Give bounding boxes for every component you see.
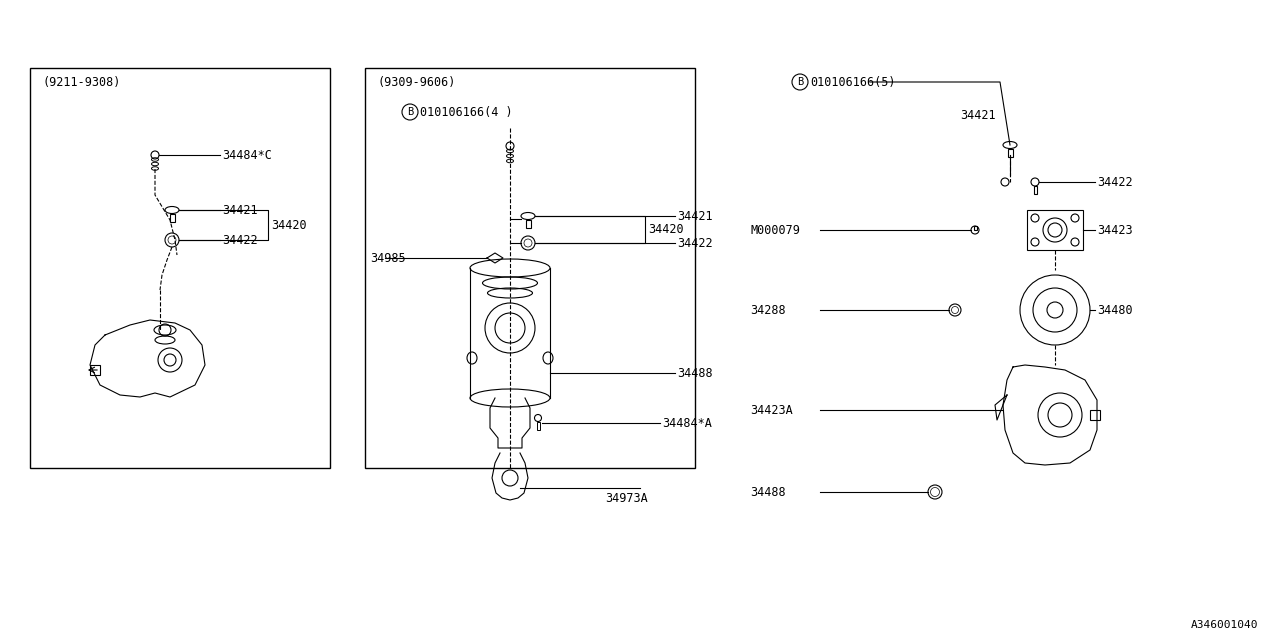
Text: 34421: 34421 bbox=[677, 209, 713, 223]
Text: A346001040: A346001040 bbox=[1190, 620, 1258, 630]
Bar bbox=[526, 220, 530, 227]
Bar bbox=[169, 214, 174, 221]
Text: 34288: 34288 bbox=[750, 303, 786, 317]
Text: 34423: 34423 bbox=[1097, 223, 1133, 237]
Bar bbox=[90, 365, 100, 375]
Text: 34422: 34422 bbox=[221, 234, 257, 246]
Bar bbox=[1027, 210, 1083, 250]
Text: (9211-9308): (9211-9308) bbox=[42, 76, 120, 88]
Bar bbox=[29, 68, 330, 468]
Text: B: B bbox=[407, 107, 413, 117]
Text: 34480: 34480 bbox=[1097, 303, 1133, 317]
Text: 34420: 34420 bbox=[271, 218, 307, 232]
Text: 34488: 34488 bbox=[677, 367, 713, 380]
Text: M000079: M000079 bbox=[750, 223, 800, 237]
Bar bbox=[365, 68, 695, 468]
Text: 34484*A: 34484*A bbox=[662, 417, 712, 429]
Text: 34421: 34421 bbox=[960, 109, 996, 122]
Text: 34973A: 34973A bbox=[605, 492, 648, 504]
Text: 34421: 34421 bbox=[221, 204, 257, 216]
Bar bbox=[1033, 186, 1037, 194]
Text: 34423A: 34423A bbox=[750, 403, 792, 417]
Text: 010106166(5): 010106166(5) bbox=[810, 76, 896, 88]
Bar bbox=[1091, 410, 1100, 420]
Text: (9309-9606): (9309-9606) bbox=[378, 76, 456, 88]
Bar bbox=[1007, 148, 1012, 157]
Text: 010106166(4 ): 010106166(4 ) bbox=[420, 106, 512, 118]
Text: 34422: 34422 bbox=[1097, 175, 1133, 189]
Bar bbox=[536, 422, 539, 429]
Text: 34420: 34420 bbox=[648, 223, 684, 236]
Text: B: B bbox=[797, 77, 803, 87]
Text: 34488: 34488 bbox=[750, 486, 786, 499]
Text: 34484*C: 34484*C bbox=[221, 148, 271, 161]
Bar bbox=[974, 226, 977, 230]
Text: 34985: 34985 bbox=[370, 252, 406, 264]
Polygon shape bbox=[1004, 365, 1097, 465]
Text: 34422: 34422 bbox=[677, 237, 713, 250]
Polygon shape bbox=[90, 320, 205, 397]
